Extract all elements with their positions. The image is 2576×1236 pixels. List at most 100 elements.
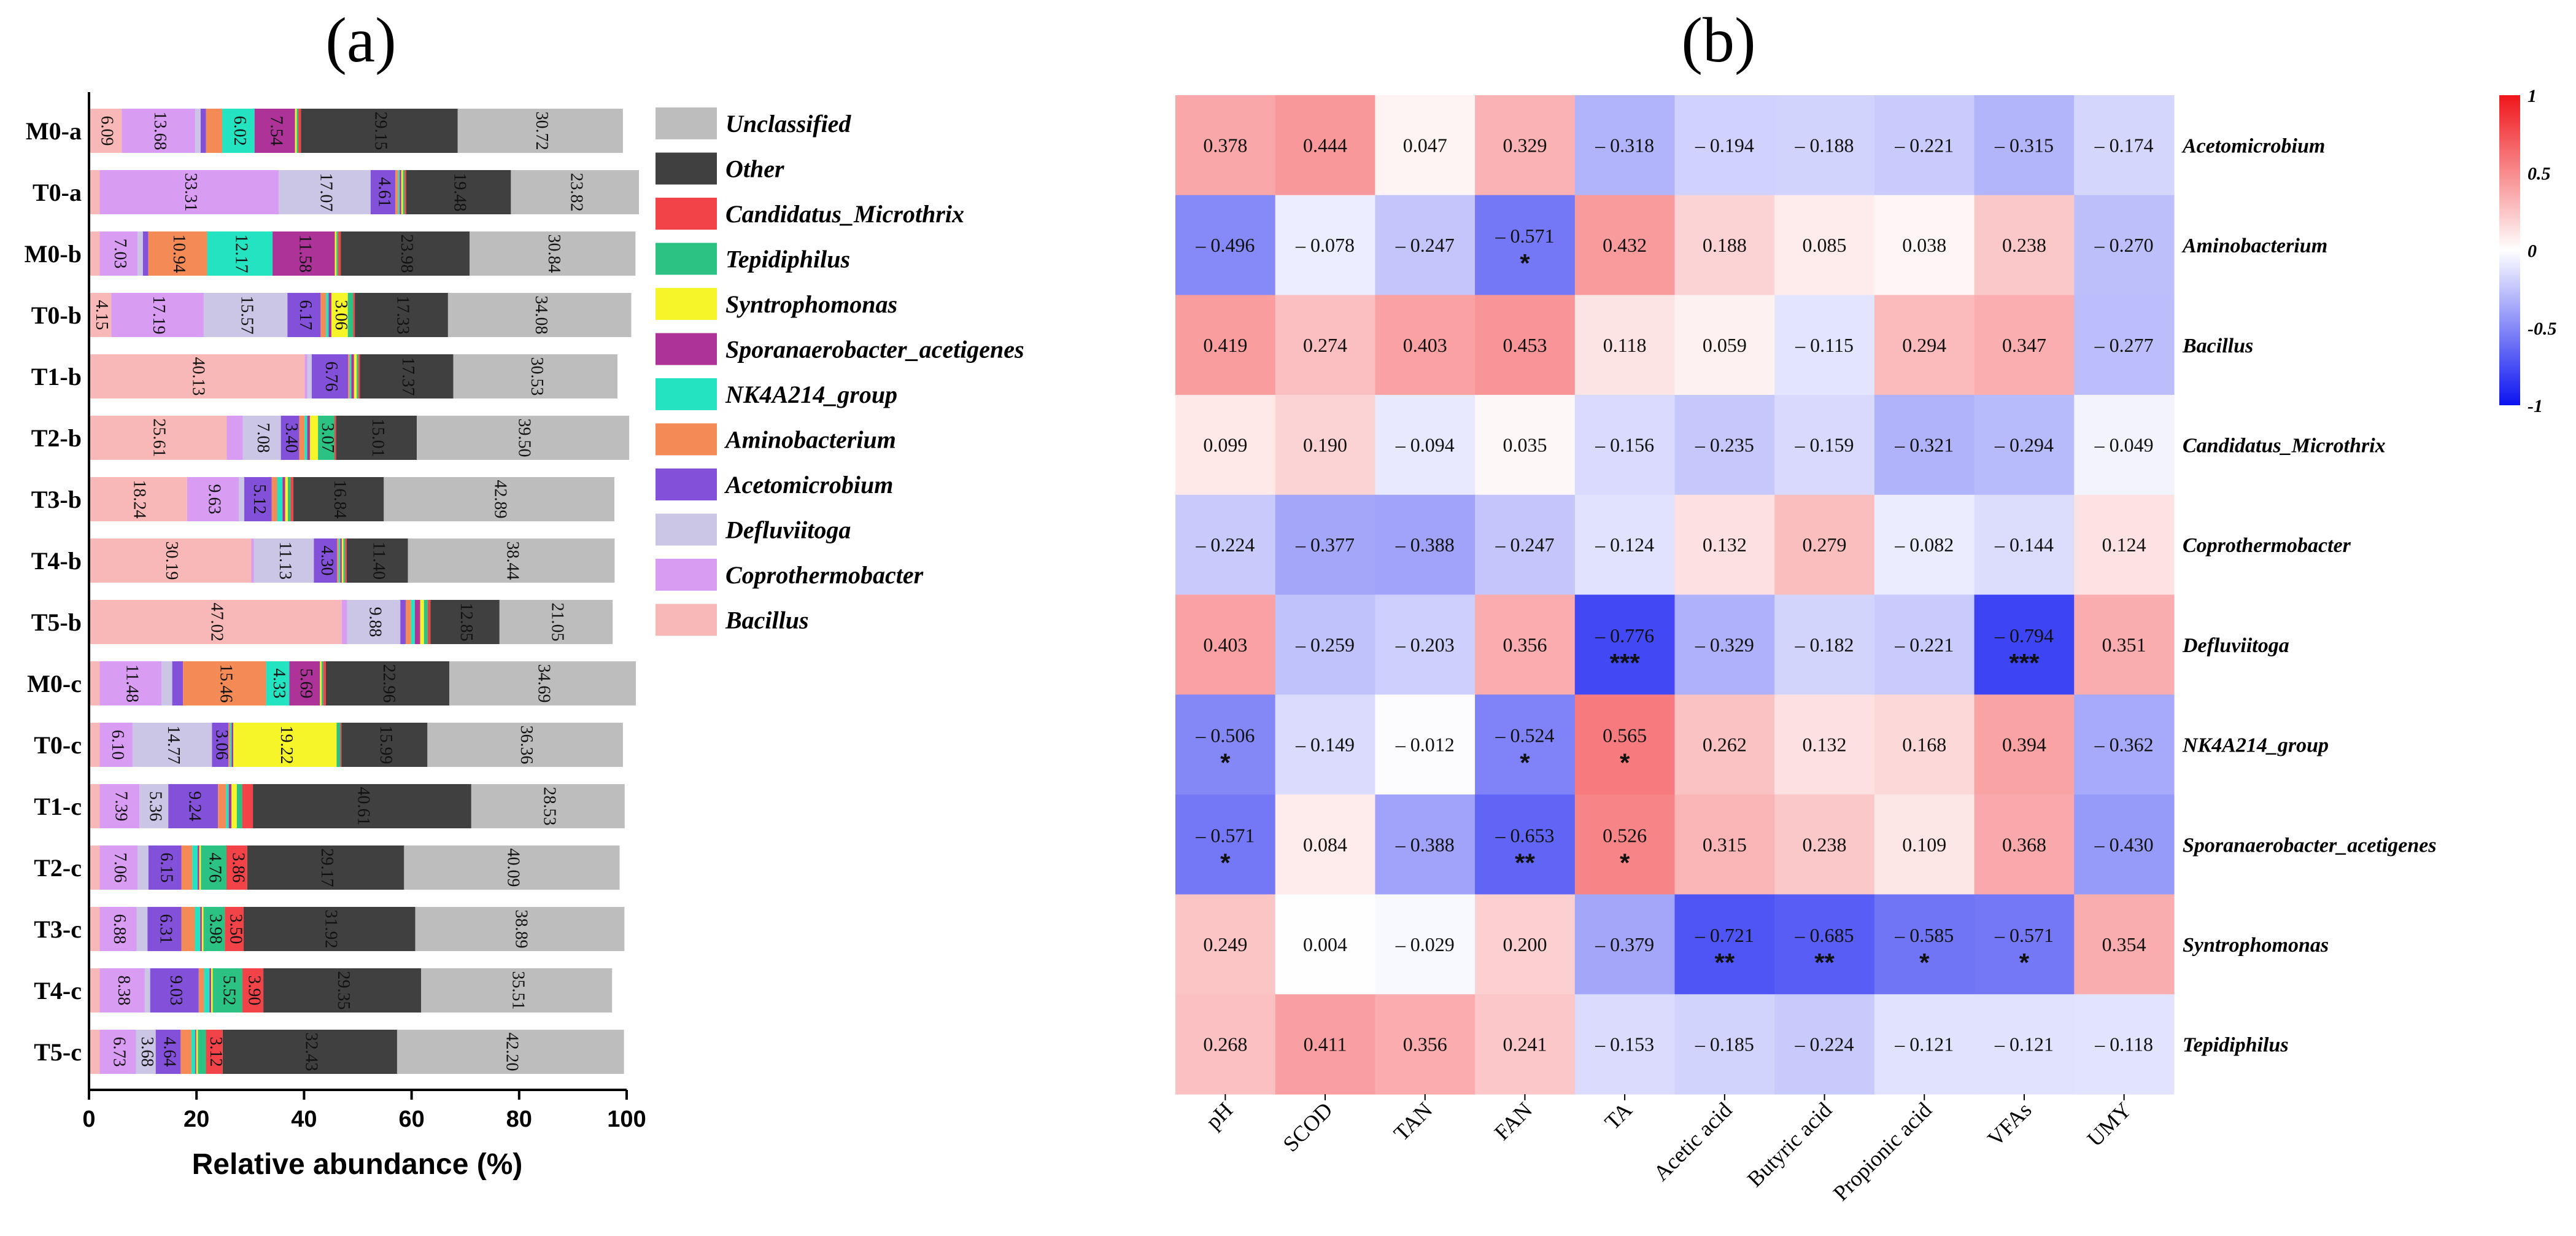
bar-segment — [212, 968, 242, 1013]
bar-legend: Unclassified Other Candidatus_Microthrix Te… — [656, 107, 1024, 636]
bar-segment — [99, 1030, 136, 1074]
heatmap-value-label: – 0.153 — [1595, 1033, 1654, 1055]
heatmap-cell — [1375, 395, 1476, 496]
significance-marker: *** — [2009, 648, 2040, 677]
heatmap-cell — [1375, 494, 1476, 596]
bar-segment — [99, 907, 137, 951]
bar-segment — [199, 845, 201, 890]
bar-category-label: T3-b — [31, 486, 82, 513]
bar-segment — [89, 231, 100, 276]
bar-segment — [89, 968, 100, 1013]
heatmap-row-label: Defluviitoga — [2182, 634, 2289, 657]
bar-data-label: 19.48 — [451, 173, 470, 212]
heatmap-value-label: – 0.321 — [1894, 433, 1954, 456]
heatmap-value-label: 0.190 — [1303, 433, 1347, 456]
heatmap-row-label: Aminobacterium — [2181, 235, 2327, 257]
bar-data-label: 34.69 — [535, 664, 554, 703]
bar-segment — [161, 661, 172, 705]
heatmap-cell — [1275, 694, 1375, 795]
legend-swatch — [656, 378, 717, 410]
bar-category-label: M0-c — [27, 670, 82, 698]
bar-segment — [89, 170, 100, 214]
legend-swatch — [656, 423, 717, 456]
bar-segment — [251, 538, 254, 583]
heatmap-cell — [1674, 195, 1775, 295]
bar-segment — [89, 784, 100, 828]
bar-data-label: 4.64 — [160, 1037, 179, 1067]
heatmap-value-label: – 0.318 — [1595, 134, 1654, 156]
bar-data-label: 17.19 — [149, 296, 168, 335]
bar-segment — [239, 477, 244, 521]
heatmap-value-label: – 0.259 — [1295, 634, 1355, 656]
heatmap-value-label: – 0.506 — [1195, 725, 1255, 747]
bar-segment — [99, 968, 145, 1013]
bar-data-label: 42.20 — [502, 1033, 521, 1071]
legend-swatch — [656, 107, 717, 139]
bar-segment — [144, 968, 150, 1013]
bar-segment — [196, 1030, 198, 1074]
bar-segment — [147, 907, 182, 951]
bar-data-label: 6.17 — [296, 300, 315, 330]
heatmap-column-label: pH — [1201, 1097, 1237, 1133]
bar-data-label: 3.40 — [282, 423, 301, 453]
bar-data-label: 39.50 — [515, 419, 534, 457]
heatmap-value-label: – 0.174 — [2094, 134, 2154, 156]
bar-segment — [228, 723, 230, 767]
heatmap-cell — [1974, 395, 2075, 496]
bar-segment — [226, 784, 229, 828]
bar-x-axis: 0 20 40 60 80 100 — [82, 92, 646, 1132]
heatmap-value-label: – 0.653 — [1495, 824, 1554, 846]
heatmap-row-label: NK4A214_group — [2182, 734, 2329, 757]
heatmap-cell — [1874, 894, 1975, 995]
bar-segment — [244, 477, 272, 521]
significance-marker: * — [1919, 948, 1930, 977]
heatmap-cell — [1774, 794, 1875, 895]
x-tick-label: 80 — [506, 1106, 532, 1132]
colorbar-gradient — [2499, 95, 2520, 405]
bar-segment — [155, 1030, 181, 1074]
bar-segment — [211, 968, 213, 1013]
bar-segment — [340, 723, 342, 767]
bar-data-label: 17.37 — [398, 357, 417, 396]
bar-data-label: 30.53 — [527, 357, 546, 396]
heatmap-cell — [1475, 494, 1576, 596]
heatmap-value-label: – 0.221 — [1894, 134, 1954, 156]
bar-segment — [285, 477, 288, 521]
bar-segment — [230, 723, 232, 767]
heatmap-value-label: – 0.388 — [1395, 534, 1455, 556]
bar-segment — [89, 1030, 100, 1074]
significance-marker: ** — [1714, 948, 1735, 977]
bar-segment — [511, 170, 640, 214]
heatmap-cell — [1375, 894, 1476, 995]
bar-category-label: T3-c — [34, 915, 82, 943]
bar-data-label: 11.58 — [295, 235, 314, 273]
heatmap-value-label: – 0.194 — [1695, 134, 1754, 156]
heatmap-cell — [1974, 894, 2075, 995]
heatmap-cell — [1175, 494, 1276, 596]
heatmap-cell — [2074, 694, 2175, 795]
bar-segment — [411, 600, 415, 644]
heatmap-cell — [1574, 195, 1676, 295]
bar-data-label: 5.69 — [296, 669, 315, 699]
heatmap-cell — [1974, 994, 2075, 1095]
significance-marker: * — [1620, 848, 1630, 877]
heatmap-column-label: VFAs — [1982, 1097, 2036, 1151]
heatmap-value-label: – 0.585 — [1894, 924, 1954, 946]
bar-data-label: 22.96 — [379, 664, 398, 703]
bar-segment — [181, 845, 193, 890]
significance-marker: * — [1520, 748, 1530, 777]
significance-marker: *** — [1610, 648, 1641, 677]
bar-segment — [320, 293, 327, 337]
bar-segment — [307, 416, 310, 460]
bar-segment — [191, 1030, 196, 1074]
heatmap-value-label: 0.394 — [2002, 734, 2046, 756]
bar-segment — [111, 293, 204, 337]
bar-segment — [298, 109, 301, 153]
bar-segment — [198, 968, 204, 1013]
heatmap-cell — [1674, 395, 1775, 496]
bar-category-label: T0-b — [31, 301, 82, 329]
bar-segment — [355, 293, 448, 337]
bar-data-label: 17.07 — [317, 173, 336, 212]
bar-segment — [338, 231, 341, 276]
